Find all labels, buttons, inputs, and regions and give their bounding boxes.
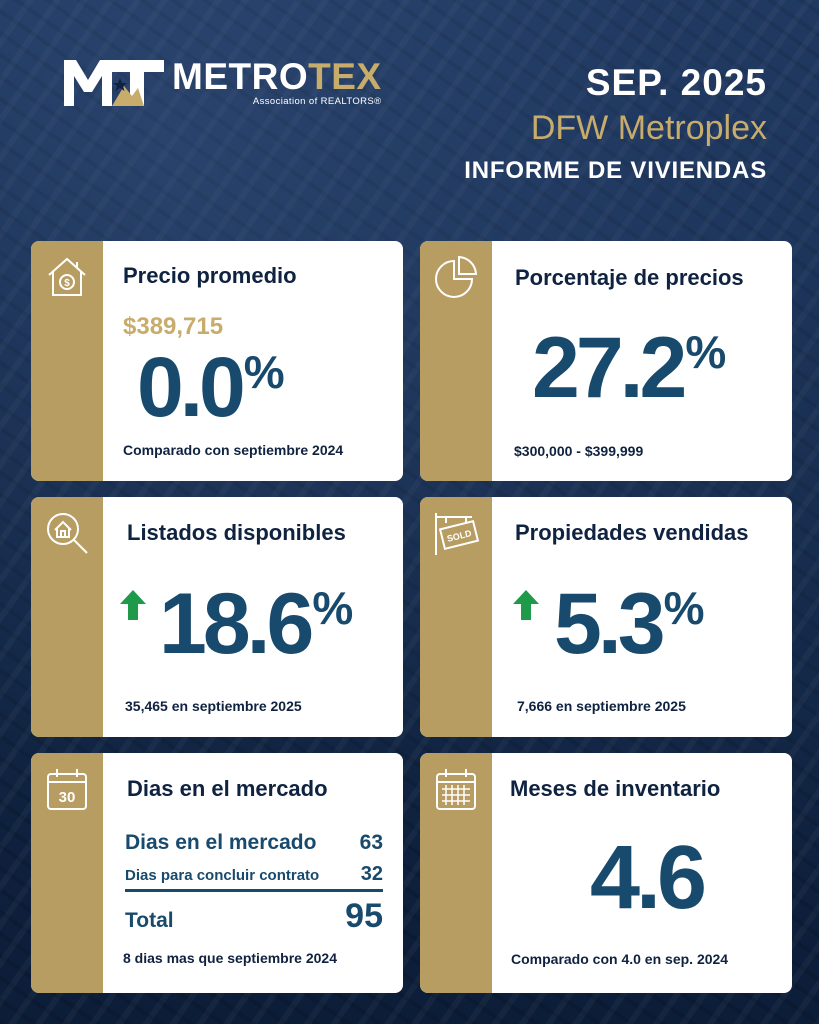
- days-comparison: 8 dias mas que septiembre 2024: [123, 950, 337, 966]
- report-title: INFORME DE VIVIENDAS: [464, 157, 767, 184]
- up-arrow-icon: [120, 590, 146, 620]
- logo-subtitle: Association of REALTORS®: [252, 95, 382, 107]
- card-title: Propiedades vendidas: [515, 520, 749, 545]
- inventory-value: 4.6: [590, 828, 707, 928]
- logo-word-tex: TEX: [308, 55, 382, 97]
- inventory-comparison: Comparado con 4.0 en sep. 2024: [511, 951, 729, 967]
- percent-sign: %: [663, 582, 705, 634]
- price-range: $300,000 - $399,999: [514, 443, 644, 459]
- average-price-change: 0.0%: [137, 345, 285, 429]
- card-active-listings: Listados disponibles 18.6% 35,465 en sep…: [31, 497, 403, 737]
- card-footnote: Comparado con septiembre 2024: [123, 442, 344, 458]
- sold-count: 7,666 en septiembre 2025: [517, 698, 686, 714]
- percent-sign: %: [243, 346, 285, 398]
- row-label: Dias en el mercado: [125, 831, 317, 854]
- house-dollar-icon: $: [48, 257, 86, 296]
- percent-sign: %: [685, 326, 727, 378]
- magnifier-house-icon: [47, 513, 88, 554]
- row-value: 32: [360, 863, 383, 885]
- card-title: Porcentaje de precios: [515, 265, 744, 290]
- card-properties-sold: SOLD Propiedades vendidas 5.3% 7,666 en …: [420, 497, 792, 737]
- row-label: Dias para concluir contrato: [125, 867, 320, 884]
- report-date: SEP. 2025: [585, 62, 767, 103]
- price-percentage-value: 27.2%: [532, 325, 726, 411]
- big-value: 27.2: [532, 320, 687, 416]
- report-region: DFW Metroplex: [530, 109, 767, 147]
- card-title: Dias en el mercado: [127, 776, 328, 801]
- days-to-contract-row: Dias para concluir contrato 32: [125, 863, 383, 886]
- sold-change: 5.3%: [554, 581, 704, 667]
- svg-text:SOLD: SOLD: [446, 528, 473, 544]
- row-value: 63: [359, 831, 383, 854]
- card-strip: [31, 241, 103, 481]
- calendar-30-icon: 30: [47, 769, 87, 810]
- big-value: 5.3: [554, 576, 666, 672]
- total-label: Total: [125, 909, 174, 932]
- sold-sign-icon: SOLD: [435, 513, 480, 555]
- card-strip: [420, 241, 492, 481]
- listings-count: 35,465 en septiembre 2025: [125, 698, 302, 714]
- days-on-market-row: Dias en el mercado 63: [125, 831, 383, 855]
- total-row: Total 95: [125, 897, 383, 936]
- up-arrow-icon: [513, 590, 539, 620]
- card-price-percentage: Porcentaje de precios 27.2% $300,000 - $…: [420, 241, 792, 481]
- logo-word-metro: METRO: [172, 55, 309, 97]
- big-value: 18.6: [159, 576, 314, 672]
- card-average-price: $ Precio promedio $389,715 0.0% Comparad…: [31, 241, 403, 481]
- card-title: Meses de inventario: [510, 776, 721, 801]
- pie-chart-icon: [435, 255, 478, 298]
- calendar-day-number: 30: [59, 789, 76, 806]
- card-months-inventory: Meses de inventario 4.6 Comparado con 4.…: [420, 753, 792, 993]
- card-strip: [420, 497, 492, 737]
- calendar-grid-icon: [436, 769, 476, 810]
- average-price-value: $389,715: [123, 313, 224, 340]
- total-divider: [125, 889, 383, 892]
- svg-text:$: $: [64, 278, 70, 289]
- metrotex-logo: METROTEX Association of REALTORS®: [62, 56, 382, 108]
- card-days-on-market: 30 Dias en el mercado Dias en el mercado…: [31, 753, 403, 993]
- card-strip: [420, 753, 492, 993]
- big-value: 0.0: [137, 340, 246, 434]
- percent-sign: %: [312, 582, 354, 634]
- card-title: Listados disponibles: [127, 520, 346, 545]
- listings-change: 18.6%: [159, 581, 353, 667]
- report-header: SEP. 2025 DFW Metroplex INFORME DE VIVIE…: [464, 62, 767, 188]
- total-value: 95: [345, 897, 383, 935]
- card-strip: [31, 753, 103, 993]
- mt-logo-mark-icon: [64, 60, 164, 106]
- card-title: Precio promedio: [123, 263, 297, 288]
